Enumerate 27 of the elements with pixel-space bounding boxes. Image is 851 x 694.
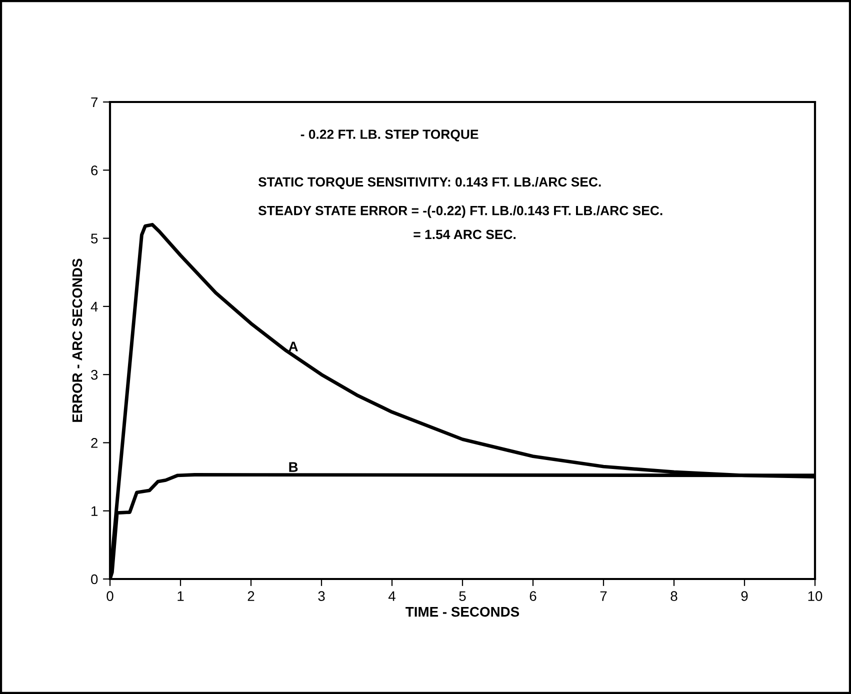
x-axis-title: TIME - SECONDS bbox=[406, 606, 520, 617]
y-tick-label: 1 bbox=[92, 506, 98, 516]
x-tick-label: 9 bbox=[741, 591, 748, 602]
annotation: = 1.54 ARC SEC. bbox=[414, 230, 516, 240]
annotation: A bbox=[288, 342, 298, 352]
x-tick-label: 4 bbox=[388, 591, 396, 601]
x-tick-label: 0 bbox=[106, 591, 114, 602]
x-tick-label: 8 bbox=[670, 591, 678, 602]
y-tick-label: 0 bbox=[91, 574, 98, 584]
annotation: STEADY STATE ERROR = -(-0.22) FT. LB./0.143 FT. LB./ARC SEC. bbox=[258, 206, 662, 218]
annotation: STATIC TORQUE SENSITIVITY: 0.143 FT. LB./ARC SEC. bbox=[258, 176, 601, 190]
x-tick-label: 1 bbox=[178, 591, 184, 601]
y-tick-label: 5 bbox=[91, 234, 98, 244]
x-tick-label: 2 bbox=[248, 591, 254, 601]
y-axis-title: ERROR - ARC SECONDS bbox=[72, 258, 82, 422]
x-tick-label: 5 bbox=[459, 591, 466, 602]
annotation: B bbox=[289, 462, 298, 472]
y-tick-label: 6 bbox=[91, 165, 98, 176]
y-tick-label: 7 bbox=[91, 97, 98, 108]
annotation: - 0.22 FT. LB. STEP TORQUE bbox=[300, 130, 478, 142]
y-tick-label: 4 bbox=[90, 302, 98, 312]
x-tick-label: 6 bbox=[530, 591, 536, 602]
x-tick-label: 3 bbox=[318, 591, 325, 602]
y-tick-label: 3 bbox=[91, 370, 98, 380]
x-tick-label: 10 bbox=[808, 591, 822, 602]
y-tick-label: 2 bbox=[91, 438, 98, 448]
x-tick-label: 7 bbox=[600, 591, 607, 601]
